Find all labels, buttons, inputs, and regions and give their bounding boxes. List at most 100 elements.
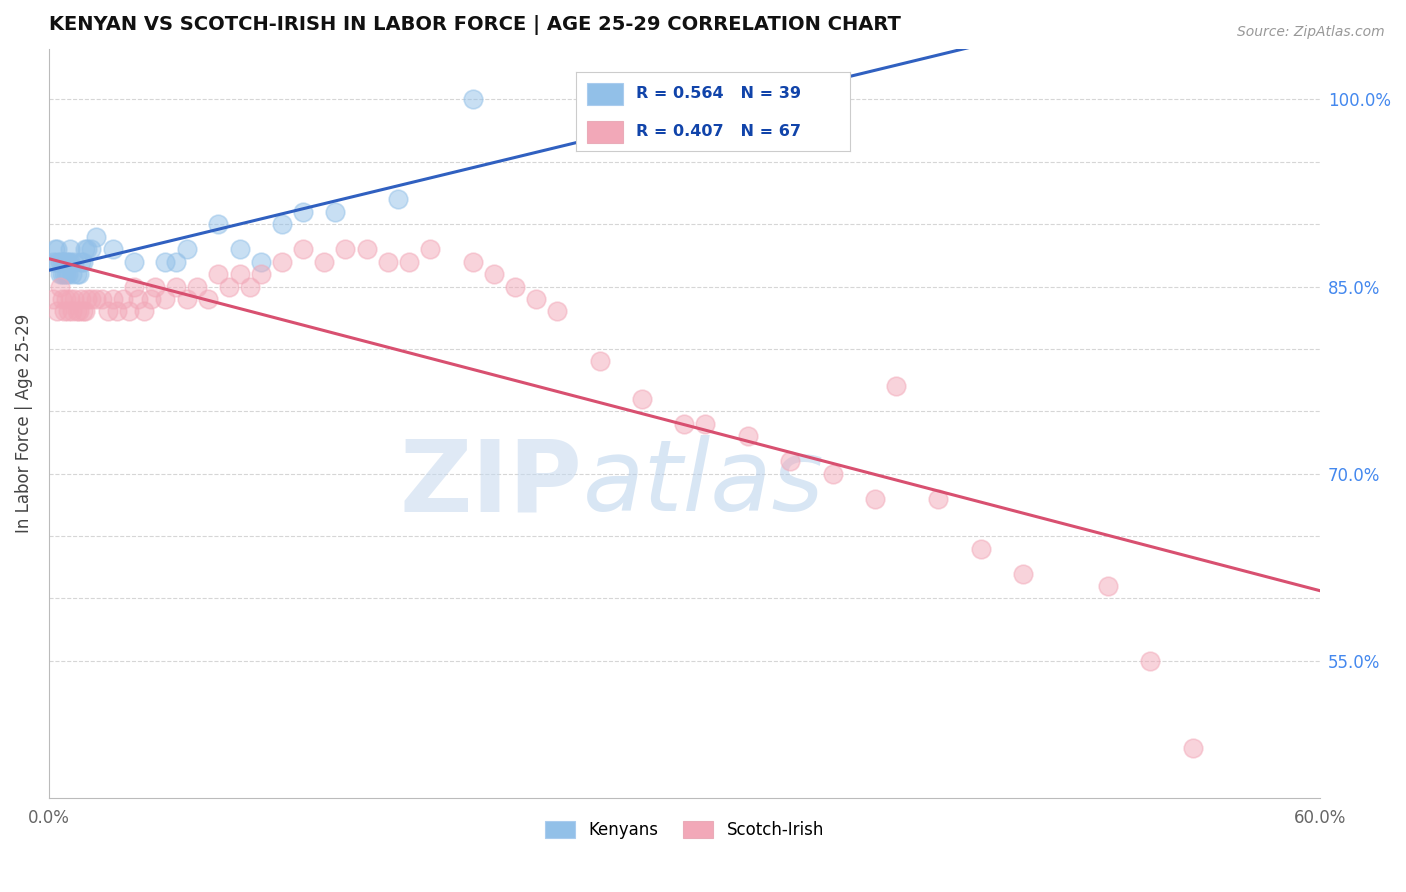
- Point: [228, 267, 250, 281]
- Point: [335, 242, 357, 256]
- Point: [323, 204, 346, 219]
- Point: [1012, 566, 1035, 581]
- Point: [503, 279, 526, 293]
- Point: [55, 267, 77, 281]
- Point: [218, 279, 240, 293]
- Point: [44, 242, 66, 256]
- Point: [60, 267, 83, 281]
- Point: [155, 254, 177, 268]
- Point: [588, 354, 610, 368]
- Point: [524, 292, 547, 306]
- Point: [387, 192, 409, 206]
- Point: [122, 279, 145, 293]
- Point: [72, 254, 94, 268]
- Point: [779, 454, 801, 468]
- Point: [377, 254, 399, 268]
- Point: [884, 379, 907, 393]
- Point: [73, 242, 96, 256]
- Point: [42, 292, 65, 306]
- Point: [101, 242, 124, 256]
- Point: [60, 304, 83, 318]
- Point: [52, 254, 75, 268]
- Point: [165, 279, 187, 293]
- Point: [69, 292, 91, 306]
- Point: [419, 242, 441, 256]
- Point: [52, 304, 75, 318]
- Point: [46, 254, 69, 268]
- Point: [927, 491, 949, 506]
- Point: [56, 304, 79, 318]
- Point: [1139, 654, 1161, 668]
- Point: [155, 292, 177, 306]
- Point: [134, 304, 156, 318]
- Point: [63, 292, 86, 306]
- Point: [55, 292, 77, 306]
- Point: [239, 279, 262, 293]
- Point: [249, 267, 271, 281]
- Point: [482, 267, 505, 281]
- Text: Source: ZipAtlas.com: Source: ZipAtlas.com: [1237, 25, 1385, 39]
- Point: [52, 267, 75, 281]
- Point: [673, 417, 696, 431]
- Point: [67, 267, 90, 281]
- Legend: Kenyans, Scotch-Irish: Kenyans, Scotch-Irish: [538, 814, 831, 846]
- Text: atlas: atlas: [582, 435, 824, 533]
- Text: KENYAN VS SCOTCH-IRISH IN LABOR FORCE | AGE 25-29 CORRELATION CHART: KENYAN VS SCOTCH-IRISH IN LABOR FORCE | …: [49, 15, 901, 35]
- Point: [127, 292, 149, 306]
- Point: [97, 304, 120, 318]
- Point: [546, 304, 568, 318]
- Point: [46, 242, 69, 256]
- Point: [76, 242, 98, 256]
- Point: [271, 254, 294, 268]
- Point: [970, 541, 993, 556]
- Point: [56, 267, 79, 281]
- Point: [84, 292, 107, 306]
- Point: [90, 292, 112, 306]
- Point: [461, 92, 484, 106]
- Point: [59, 292, 82, 306]
- Point: [51, 292, 73, 306]
- Text: ZIP: ZIP: [399, 435, 582, 533]
- Point: [46, 304, 69, 318]
- Point: [631, 392, 654, 406]
- Point: [228, 242, 250, 256]
- Point: [56, 254, 79, 268]
- Point: [1097, 579, 1119, 593]
- Point: [737, 429, 759, 443]
- Point: [51, 267, 73, 281]
- Point: [73, 304, 96, 318]
- Point: [59, 254, 82, 268]
- Point: [67, 304, 90, 318]
- Point: [118, 304, 141, 318]
- Point: [59, 242, 82, 256]
- Point: [76, 292, 98, 306]
- Point: [80, 292, 103, 306]
- Point: [821, 467, 844, 481]
- Point: [271, 217, 294, 231]
- Point: [69, 254, 91, 268]
- Point: [112, 292, 135, 306]
- Point: [695, 417, 717, 431]
- Point: [143, 279, 166, 293]
- Point: [101, 292, 124, 306]
- Point: [55, 254, 77, 268]
- Point: [186, 279, 208, 293]
- Point: [314, 254, 336, 268]
- Point: [176, 292, 198, 306]
- Point: [122, 254, 145, 268]
- Point: [292, 242, 315, 256]
- Point: [139, 292, 162, 306]
- Point: [863, 491, 886, 506]
- Point: [105, 304, 128, 318]
- Point: [356, 242, 378, 256]
- Point: [63, 254, 86, 268]
- Point: [65, 267, 87, 281]
- Point: [461, 254, 484, 268]
- Point: [249, 254, 271, 268]
- Point: [48, 267, 70, 281]
- Point: [207, 217, 229, 231]
- Point: [42, 254, 65, 268]
- Point: [72, 304, 94, 318]
- Point: [51, 254, 73, 268]
- Point: [48, 254, 70, 268]
